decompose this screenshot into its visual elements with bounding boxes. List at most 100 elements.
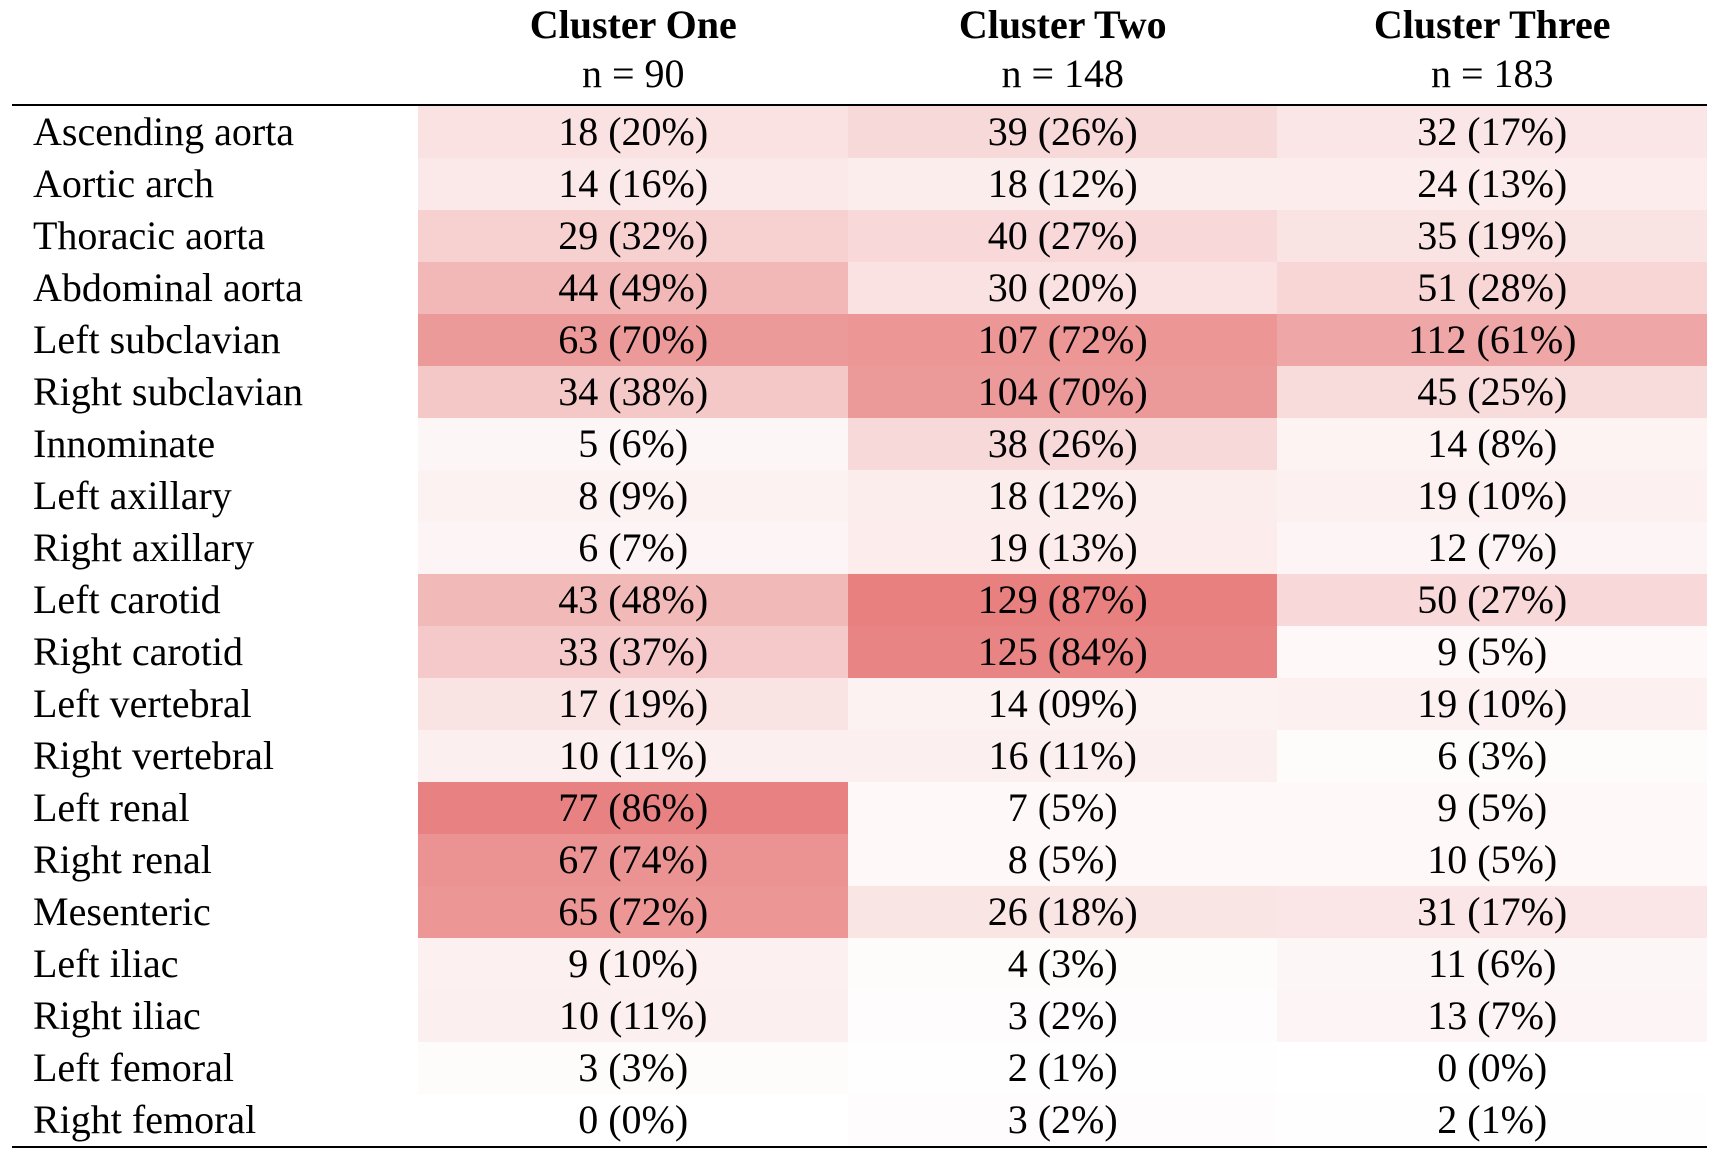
- header-title-row: Cluster One Cluster Two Cluster Three: [12, 0, 1707, 50]
- column-n: n = 183: [1277, 50, 1707, 106]
- table-row: Left axillary 8 (9%) 18 (12%) 19 (10%): [12, 470, 1707, 522]
- row-label: Right carotid: [33, 629, 243, 674]
- table-cell: 34 (38%): [418, 366, 848, 418]
- table-cell: 10 (11%): [418, 990, 848, 1042]
- table-row: Right iliac 10 (11%) 3 (2%) 13 (7%): [12, 990, 1707, 1042]
- table-cell: 129 (87%): [847, 574, 1278, 626]
- row-label: Left subclavian: [33, 317, 281, 362]
- table-cell: 5 (6%): [418, 418, 848, 470]
- table-cell: 9 (5%): [1277, 626, 1707, 678]
- table-row: Left femoral 3 (3%) 2 (1%) 0 (0%): [12, 1042, 1707, 1094]
- table-cell: 14 (09%): [847, 678, 1278, 730]
- table-cell: 7 (5%): [847, 782, 1278, 834]
- table-cell: 8 (5%): [847, 834, 1278, 886]
- table-cell: 19 (10%): [1277, 470, 1707, 522]
- table-row: Thoracic aorta 29 (32%) 40 (27%) 35 (19%): [12, 210, 1707, 262]
- table-row: Right renal 67 (74%) 8 (5%) 10 (5%): [12, 834, 1707, 886]
- table-header: Cluster One Cluster Two Cluster Three n = …: [12, 0, 1707, 106]
- row-label: Left vertebral: [33, 681, 252, 726]
- table-cell: 12 (7%): [1277, 522, 1707, 574]
- row-label: Aortic arch: [33, 161, 215, 206]
- table-cell: 0 (0%): [1277, 1042, 1707, 1094]
- table-cell: 10 (5%): [1277, 834, 1707, 886]
- table-cell: 19 (13%): [847, 522, 1278, 574]
- table-cell: 11 (6%): [1277, 938, 1707, 990]
- table-cell: 67 (74%): [418, 834, 848, 886]
- row-label: Right vertebral: [33, 733, 275, 778]
- table-cell: 3 (2%): [847, 990, 1278, 1042]
- table-cell: 9 (10%): [418, 938, 848, 990]
- row-label: Right iliac: [33, 993, 201, 1038]
- row-label: Right femoral: [12, 1094, 419, 1148]
- table-cell: 44 (49%): [418, 262, 848, 314]
- row-label: Left renal: [33, 785, 190, 830]
- table-row: Mesenteric 65 (72%) 26 (18%) 31 (17%): [12, 886, 1707, 938]
- table-cell: 77 (86%): [418, 782, 848, 834]
- table-cell: 45 (25%): [1277, 366, 1707, 418]
- table-cell: 39 (26%): [847, 105, 1278, 158]
- table-cell: 26 (18%): [847, 886, 1278, 938]
- table-row: Right femoral 0 (0%) 3 (2%) 2 (1%): [12, 1094, 1707, 1148]
- row-label: Left carotid: [33, 577, 221, 622]
- row-label: Left axillary: [33, 473, 232, 518]
- table-row: Right subclavian 34 (38%) 104 (70%) 45 (25%…: [12, 366, 1707, 418]
- row-label: Innominate: [33, 421, 216, 466]
- row-label: Right renal: [33, 837, 212, 882]
- column-title: Cluster Three: [1373, 2, 1611, 47]
- table-cell: 63 (70%): [418, 314, 848, 366]
- table-cell: 51 (28%): [1277, 262, 1707, 314]
- table-cell: 50 (27%): [1277, 574, 1707, 626]
- table-cell: 38 (26%): [847, 418, 1278, 470]
- table-row: Right carotid 33 (37%) 125 (84%) 9 (5%): [12, 626, 1707, 678]
- corner: [12, 0, 418, 50]
- table-cell: 14 (16%): [418, 158, 848, 210]
- cluster-table: Cluster One Cluster Two Cluster Three n = …: [12, 0, 1707, 1148]
- table-row: Left iliac 9 (10%) 4 (3%) 11 (6%): [12, 938, 1707, 990]
- table-cell: 4 (3%): [847, 938, 1278, 990]
- table-cell: 0 (0%): [418, 1094, 848, 1148]
- row-label: Right subclavian: [33, 369, 303, 414]
- table-cell: 29 (32%): [418, 210, 848, 262]
- table-cell: 30 (20%): [847, 262, 1278, 314]
- table-row: Innominate 5 (6%) 38 (26%) 14 (8%): [12, 418, 1707, 470]
- table-cell: 31 (17%): [1277, 886, 1707, 938]
- table-cell: 32 (17%): [1277, 105, 1707, 158]
- table-cell: 3 (3%): [418, 1042, 848, 1094]
- table-cell: 14 (8%): [1277, 418, 1707, 470]
- column-n: n = 90: [418, 50, 848, 106]
- row-label: Mesenteric: [33, 889, 211, 934]
- table-cell: 104 (70%): [847, 366, 1278, 418]
- table-cell: 10 (11%): [418, 730, 848, 782]
- table-cell: 2 (1%): [847, 1042, 1278, 1094]
- table-cell: 19 (10%): [1277, 678, 1707, 730]
- table-row: Left vertebral 17 (19%) 14 (09%) 19 (10%): [12, 678, 1707, 730]
- table-row: Ascending aorta 18 (20%) 39 (26%) 32 (17%): [12, 105, 1707, 158]
- header-n-row: n = 90 n = 148 n = 183: [12, 50, 1707, 106]
- table-cell: 6 (7%): [418, 522, 848, 574]
- column-title: Cluster One: [529, 2, 737, 47]
- row-label: Right axillary: [33, 525, 255, 570]
- table-cell: 16 (11%): [847, 730, 1278, 782]
- table-row: Right vertebral 10 (11%) 16 (11%) 6 (3%): [12, 730, 1707, 782]
- table-cell: 35 (19%): [1277, 210, 1707, 262]
- corner: [12, 50, 419, 106]
- table-cell: 43 (48%): [418, 574, 848, 626]
- table-body: Ascending aorta 18 (20%) 39 (26%) 32 (17%) A…: [12, 105, 1707, 1148]
- table-cell: 24 (13%): [1277, 158, 1707, 210]
- row-label: Abdominal aorta: [33, 265, 303, 310]
- table-cell: 6 (3%): [1277, 730, 1707, 782]
- table-cell: 8 (9%): [418, 470, 848, 522]
- table-cell: 9 (5%): [1277, 782, 1707, 834]
- table-cell: 2 (1%): [1277, 1094, 1707, 1148]
- table-row: Left renal 77 (86%) 7 (5%) 9 (5%): [12, 782, 1707, 834]
- table-cell: 13 (7%): [1277, 990, 1707, 1042]
- table-cell: 18 (12%): [847, 158, 1278, 210]
- table-cell: 112 (61%): [1277, 314, 1707, 366]
- table-row: Left subclavian 63 (70%) 107 (72%) 112 (61%…: [12, 314, 1707, 366]
- table-row: Left carotid 43 (48%) 129 (87%) 50 (27%): [12, 574, 1707, 626]
- table-cell: 18 (12%): [847, 470, 1278, 522]
- table-cell: 107 (72%): [847, 314, 1278, 366]
- table-row: Right axillary 6 (7%) 19 (13%) 12 (7%): [12, 522, 1707, 574]
- table-row: Aortic arch 14 (16%) 18 (12%) 24 (13%): [12, 158, 1707, 210]
